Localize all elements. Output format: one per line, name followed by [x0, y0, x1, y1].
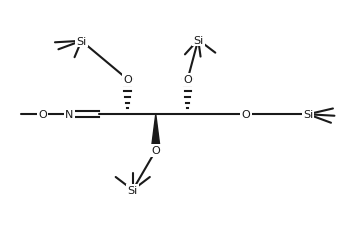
Text: Si: Si: [128, 185, 138, 195]
Text: N: N: [65, 110, 73, 120]
Text: Si: Si: [76, 37, 86, 47]
Text: O: O: [183, 75, 192, 85]
Text: O: O: [242, 110, 250, 120]
Polygon shape: [151, 115, 160, 151]
Text: Si: Si: [193, 36, 203, 45]
Text: O: O: [123, 75, 132, 85]
Text: O: O: [152, 146, 160, 156]
Text: Si: Si: [303, 110, 313, 120]
Text: O: O: [38, 110, 47, 120]
